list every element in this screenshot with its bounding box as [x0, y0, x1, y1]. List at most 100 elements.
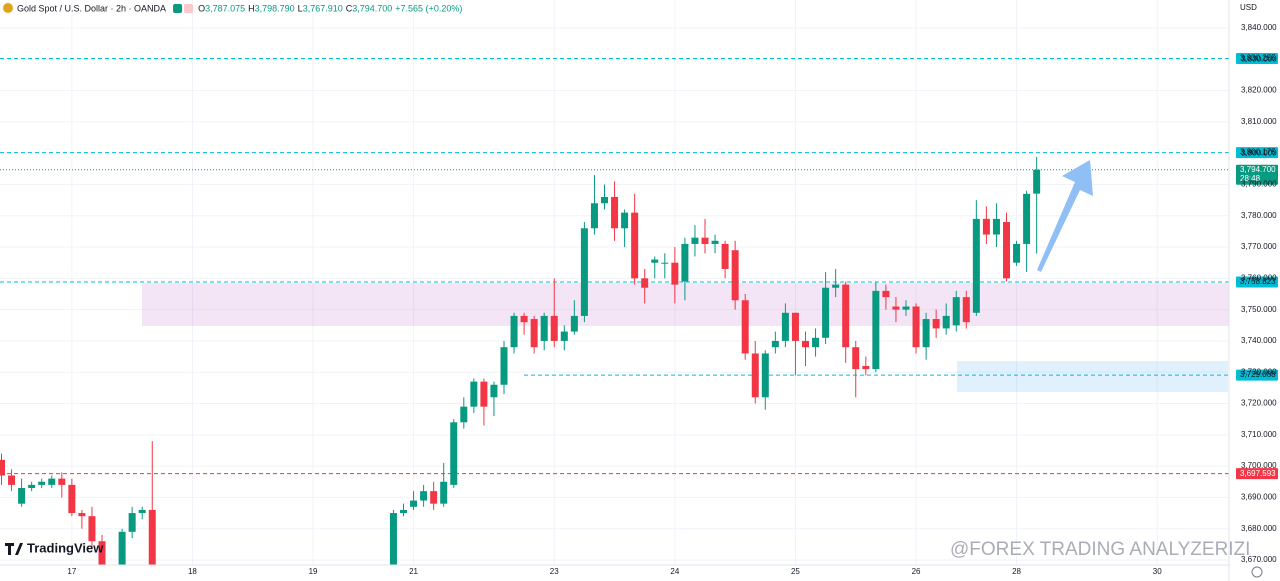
y-tick-label: 3,760.000 — [1241, 273, 1277, 282]
candle-body — [450, 422, 458, 485]
level-label: 3,800.175 — [1240, 148, 1276, 157]
x-tick-label: 23 — [550, 567, 559, 576]
candle-body — [661, 262, 669, 264]
watermark: @FOREX TRADING ANALYZERIZI — [950, 539, 1250, 560]
y-tick-label: 3,770.000 — [1241, 242, 1277, 251]
y-tick-label: 3,720.000 — [1241, 399, 1277, 408]
candle-body — [932, 319, 940, 329]
candle-body — [912, 306, 920, 348]
candle-body — [400, 509, 407, 514]
candle-body — [1013, 243, 1021, 263]
candle-body — [741, 300, 749, 354]
x-tick-label: 25 — [791, 567, 800, 576]
candle-body — [480, 381, 488, 407]
ohlc-key: L — [298, 3, 303, 13]
x-tick-label: 19 — [309, 567, 318, 576]
candle-body — [681, 243, 689, 282]
candle-body — [510, 315, 518, 348]
countdown: 28:48 — [1240, 174, 1261, 183]
x-tick-label: 21 — [409, 567, 418, 576]
candle-body — [570, 315, 578, 332]
candle-body — [138, 509, 146, 514]
candle-body — [38, 481, 46, 485]
candle-body — [641, 278, 649, 288]
candle-body — [98, 541, 106, 565]
ohlc-value: 3,798.790 — [255, 3, 295, 13]
x-tick-label: 24 — [670, 567, 679, 576]
y-tick-label: 3,750.000 — [1241, 305, 1277, 314]
candle-body — [48, 478, 56, 485]
candle-body — [8, 475, 16, 485]
level-label: 3,830.255 — [1240, 54, 1276, 63]
y-tick-label: 3,690.000 — [1241, 493, 1277, 502]
y-tick-label: 3,800.000 — [1241, 148, 1277, 157]
candle-body — [781, 312, 789, 341]
candle-body — [500, 347, 508, 385]
candle-body — [922, 319, 930, 348]
last-price-badge — [1236, 164, 1278, 185]
candle-body — [1033, 169, 1041, 194]
candle-body — [389, 513, 397, 565]
candle-body — [962, 297, 970, 323]
candle-body — [691, 237, 699, 244]
candle-body — [731, 250, 739, 301]
candle-body — [671, 262, 679, 285]
level-badge — [1236, 276, 1278, 288]
candle-body — [902, 306, 910, 310]
candle-body — [601, 196, 608, 204]
x-tick-label: 18 — [188, 567, 197, 576]
level-badge — [1236, 468, 1278, 480]
candle-body — [460, 406, 468, 423]
symbol-icon — [3, 3, 13, 13]
flag-icon — [184, 4, 194, 13]
logo: TradingView — [27, 540, 104, 555]
level-badge — [1236, 147, 1278, 159]
y-tick-label: 3,830.000 — [1241, 54, 1277, 63]
candle-body — [972, 218, 980, 313]
candle-body — [842, 284, 850, 348]
ohlc-value: 3,787.075 — [205, 3, 245, 13]
flag-icon — [173, 4, 183, 13]
candle-body — [892, 306, 900, 310]
ohlc-key: H — [248, 3, 255, 13]
last-price-label: 3,794.700 — [1240, 165, 1276, 174]
candle-body — [118, 531, 126, 565]
candle-body — [1003, 222, 1010, 279]
x-tick-label: 17 — [67, 567, 76, 576]
candle-body — [18, 488, 26, 504]
candle-body — [410, 500, 418, 507]
candle-body — [882, 290, 890, 298]
candle-body — [791, 312, 799, 341]
candle-body — [68, 484, 76, 514]
ohlc-value: 3,767.910 — [303, 3, 343, 13]
level-label: 3,758.823 — [1240, 277, 1276, 286]
y-tick-label: 3,740.000 — [1241, 336, 1277, 345]
candle-body — [580, 228, 588, 316]
candle-body — [590, 203, 598, 229]
ohlc-key: C — [346, 3, 353, 13]
settings-icon[interactable] — [1251, 566, 1263, 578]
x-tick-label: 28 — [1012, 567, 1021, 576]
x-tick-label: 26 — [912, 567, 921, 576]
candle-body — [440, 481, 448, 504]
change: +7.565 (+0.20%) — [395, 3, 462, 13]
level-badge — [1236, 369, 1278, 381]
y-tick-label: 3,710.000 — [1241, 430, 1277, 439]
candle-body — [420, 491, 428, 501]
level-label: 3,697.593 — [1240, 469, 1276, 478]
logo-icon — [5, 543, 23, 555]
y-tick-label: 3,730.000 — [1241, 367, 1277, 376]
candle-body — [540, 315, 548, 341]
candle-body — [771, 340, 779, 348]
candle-body — [721, 243, 729, 269]
y-tick-label: 3,810.000 — [1241, 117, 1277, 126]
y-tick-label: 3,670.000 — [1241, 555, 1277, 564]
y-tick-label: 3,700.000 — [1241, 461, 1277, 470]
candle-body — [621, 212, 629, 229]
candle-body — [942, 315, 950, 329]
y-tick-label: 3,780.000 — [1241, 211, 1277, 220]
candle-body — [952, 297, 960, 326]
candle-body — [470, 381, 478, 407]
candle-body — [872, 290, 880, 370]
